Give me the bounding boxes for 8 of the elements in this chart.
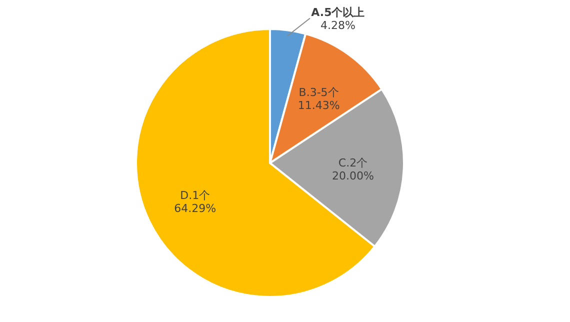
data-label: 20.00% (332, 170, 374, 183)
slice-label: D.1个 (180, 189, 210, 202)
slice-label: C.2个 (338, 156, 368, 170)
data-label: 11.43% (298, 98, 340, 112)
slice-label: A.5个以上 (311, 6, 365, 20)
data-label: 64.29% (174, 202, 216, 216)
slice-label: B.3-5个 (298, 86, 339, 99)
data-label: 4.28% (320, 19, 356, 32)
